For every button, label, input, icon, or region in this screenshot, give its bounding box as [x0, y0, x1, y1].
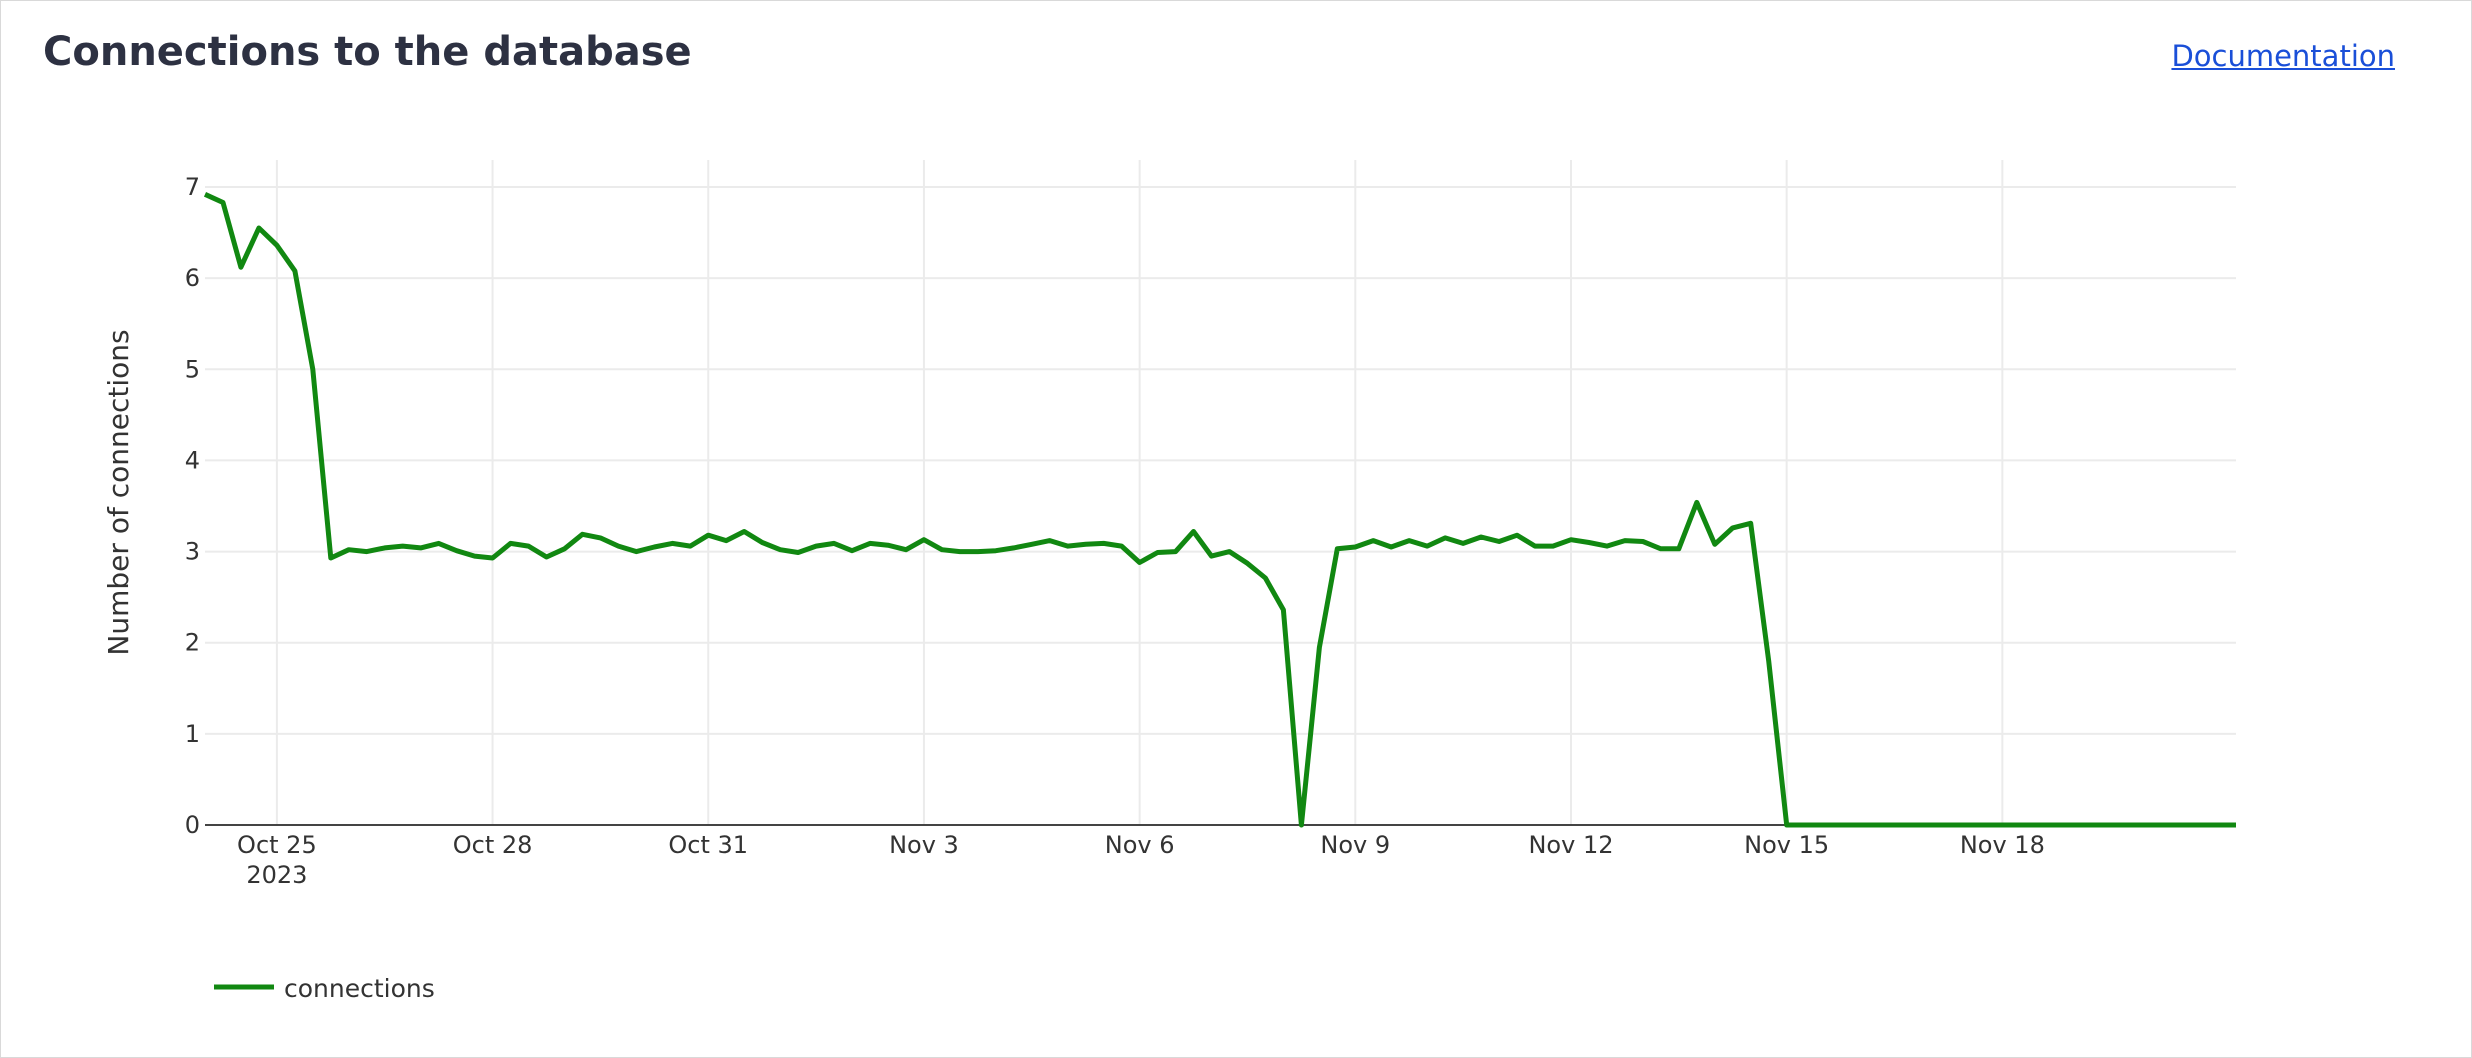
x-tick-label-1: Oct 28: [453, 831, 533, 859]
x-tick-label-5: Nov 9: [1320, 831, 1390, 859]
connections-series-line: [203, 192, 2236, 828]
y-tick-label-3: 3: [185, 538, 200, 566]
legend-item-connections: connections: [284, 974, 435, 1003]
x-tick-label-4: Nov 6: [1105, 831, 1175, 859]
x-tick-label-8: Nov 18: [1960, 831, 2045, 859]
y-axis-label: Number of connections: [102, 329, 135, 655]
y-gridlines: [205, 186, 2236, 735]
page-title: Connections to the database: [43, 29, 692, 75]
x-tick-label-3: Nov 3: [889, 831, 959, 859]
y-tick-label-6: 6: [185, 264, 200, 292]
y-tick-label-2: 2: [185, 629, 200, 657]
x-tick-label-0: Oct 25: [237, 831, 317, 859]
y-tick-label-4: 4: [185, 446, 200, 474]
x-gridlines: [275, 160, 2004, 825]
documentation-link[interactable]: Documentation: [2171, 39, 2395, 73]
x-tick-label-7: Nov 15: [1744, 831, 1829, 859]
legend[interactable]: connections: [214, 974, 435, 1003]
y-tick-label-7: 7: [185, 173, 200, 201]
y-tick-label-1: 1: [185, 720, 200, 748]
x-tick-label-6: Nov 12: [1528, 831, 1613, 859]
y-axis-ticks: 0 1 2 3 4 5 6 7: [185, 173, 200, 839]
x-tick-sublabel-0: 2023: [246, 861, 307, 889]
y-tick-label-0: 0: [185, 811, 200, 839]
x-tick-label-2: Oct 31: [668, 831, 748, 859]
y-tick-label-5: 5: [185, 355, 200, 383]
